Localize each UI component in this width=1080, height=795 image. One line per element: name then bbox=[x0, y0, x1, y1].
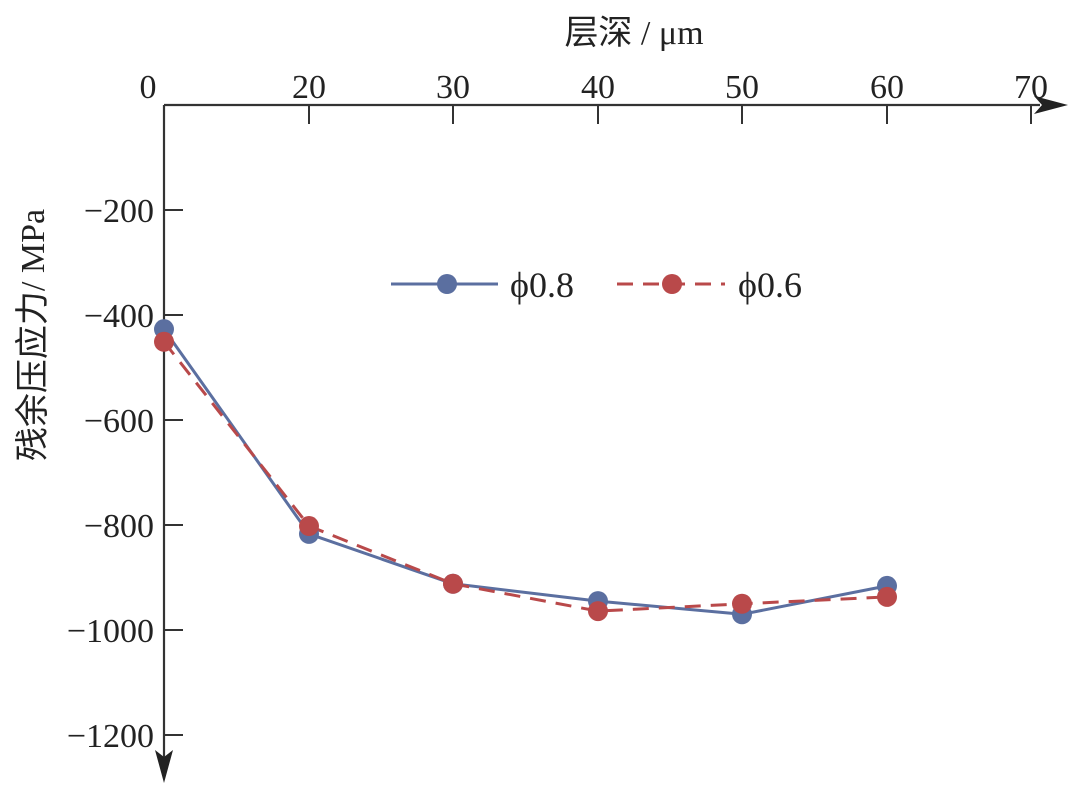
series-markers bbox=[154, 319, 897, 625]
data-point-marker bbox=[877, 586, 897, 607]
x-tick-label: 20 bbox=[292, 69, 326, 106]
x-tick-label: 50 bbox=[725, 69, 759, 106]
data-point-marker bbox=[154, 331, 174, 352]
data-point-marker bbox=[299, 516, 319, 537]
y-axis: −200 −400 −600 −800 −1000 −1200 bbox=[67, 105, 183, 783]
y-tick-label: −800 bbox=[84, 508, 154, 545]
legend-label: ϕ0.6 bbox=[738, 265, 802, 305]
y-tick-label: −600 bbox=[84, 403, 154, 440]
x-axis: 0 20 30 40 50 60 70 bbox=[140, 69, 1068, 124]
data-point-marker bbox=[443, 573, 463, 594]
data-point-marker bbox=[588, 601, 608, 622]
legend: ϕ0.8 ϕ0.6 bbox=[391, 265, 802, 305]
x-axis-title: 层深 / μm bbox=[564, 15, 703, 52]
x-tick-label: 60 bbox=[870, 69, 904, 106]
series-line-2 bbox=[162, 340, 888, 613]
x-tick-label: 70 bbox=[1014, 69, 1048, 106]
x-tick-label: 0 bbox=[140, 69, 157, 106]
y-tick-label: −1000 bbox=[67, 613, 154, 650]
series-lines bbox=[162, 328, 888, 616]
y-tick-label: −400 bbox=[84, 298, 154, 335]
legend-item-phi0.8: ϕ0.8 bbox=[391, 265, 574, 305]
series-line-1 bbox=[162, 328, 888, 616]
legend-label: ϕ0.8 bbox=[510, 265, 574, 305]
data-point-marker bbox=[732, 593, 752, 614]
x-axis-arrow-icon bbox=[1034, 96, 1068, 114]
y-axis-title: 残余压应力/ MPa bbox=[14, 209, 52, 461]
y-tick-label: −200 bbox=[84, 193, 154, 230]
legend-marker-circle-icon bbox=[662, 274, 682, 294]
legend-marker-circle-icon bbox=[437, 274, 457, 294]
plot-area bbox=[154, 319, 897, 625]
x-tick-label: 40 bbox=[581, 69, 615, 106]
legend-item-phi0.6: ϕ0.6 bbox=[617, 265, 802, 305]
x-tick-label: 30 bbox=[436, 69, 470, 106]
y-axis-arrow-icon bbox=[155, 750, 173, 783]
y-tick-label: −1200 bbox=[67, 718, 154, 755]
